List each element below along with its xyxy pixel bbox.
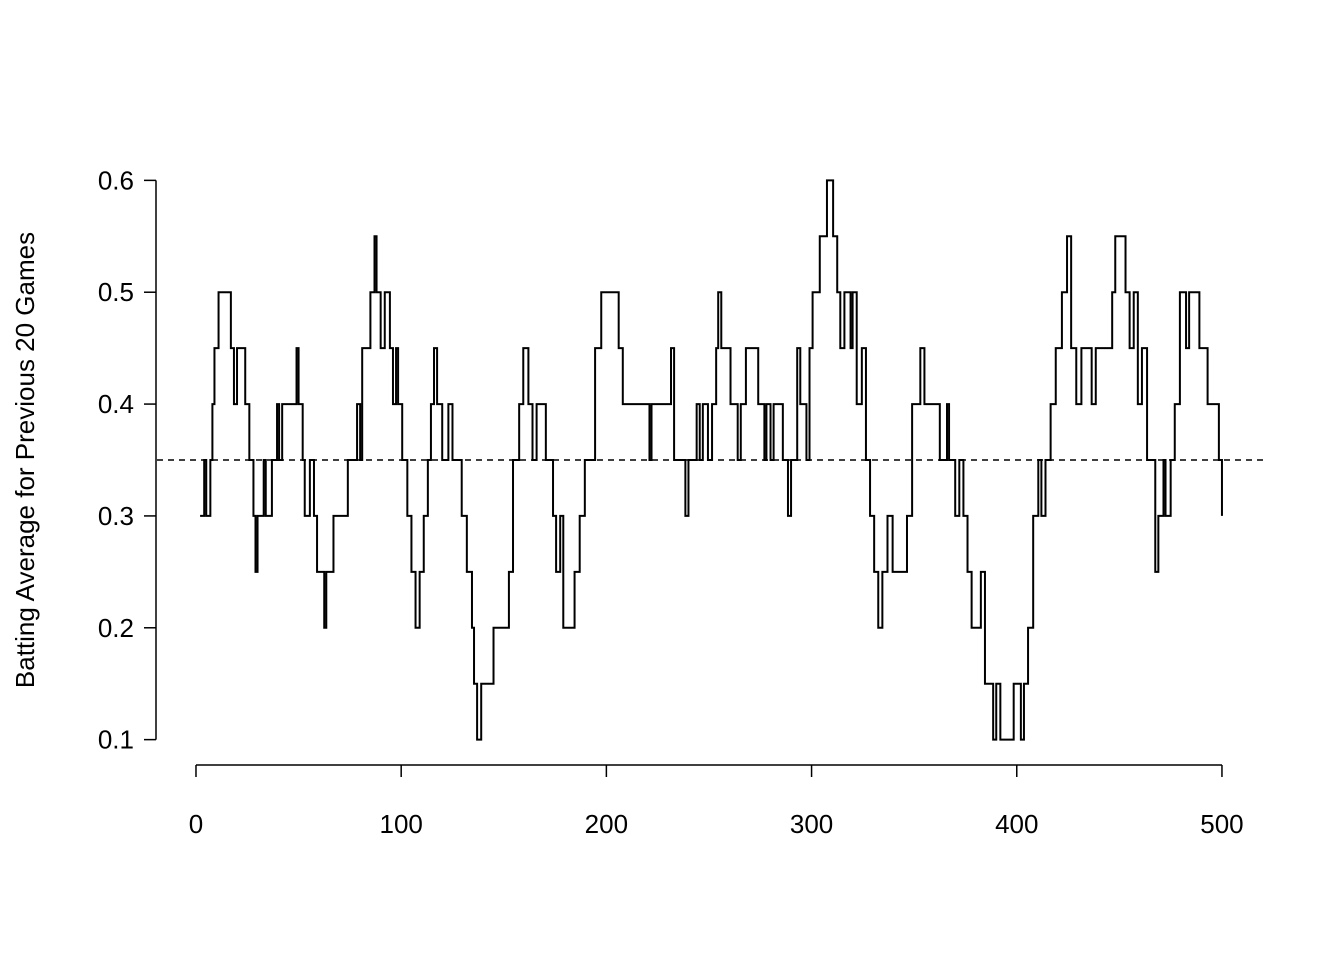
- x-tick-label: 100: [379, 809, 422, 839]
- x-tick-label: 500: [1200, 809, 1243, 839]
- y-tick-label: 0.1: [98, 725, 134, 755]
- x-tick-label: 0: [189, 809, 203, 839]
- x-tick-label: 400: [995, 809, 1038, 839]
- y-tick-label: 0.3: [98, 501, 134, 531]
- x-tick-label: 300: [790, 809, 833, 839]
- y-axis-label: Batting Average for Previous 20 Games: [10, 232, 40, 688]
- y-tick-label: 0.4: [98, 389, 134, 419]
- y-tick-label: 0.5: [98, 277, 134, 307]
- data-line: [200, 179, 1223, 741]
- x-tick-label: 200: [585, 809, 628, 839]
- y-tick-label: 0.6: [98, 165, 134, 195]
- y-tick-label: 0.2: [98, 613, 134, 643]
